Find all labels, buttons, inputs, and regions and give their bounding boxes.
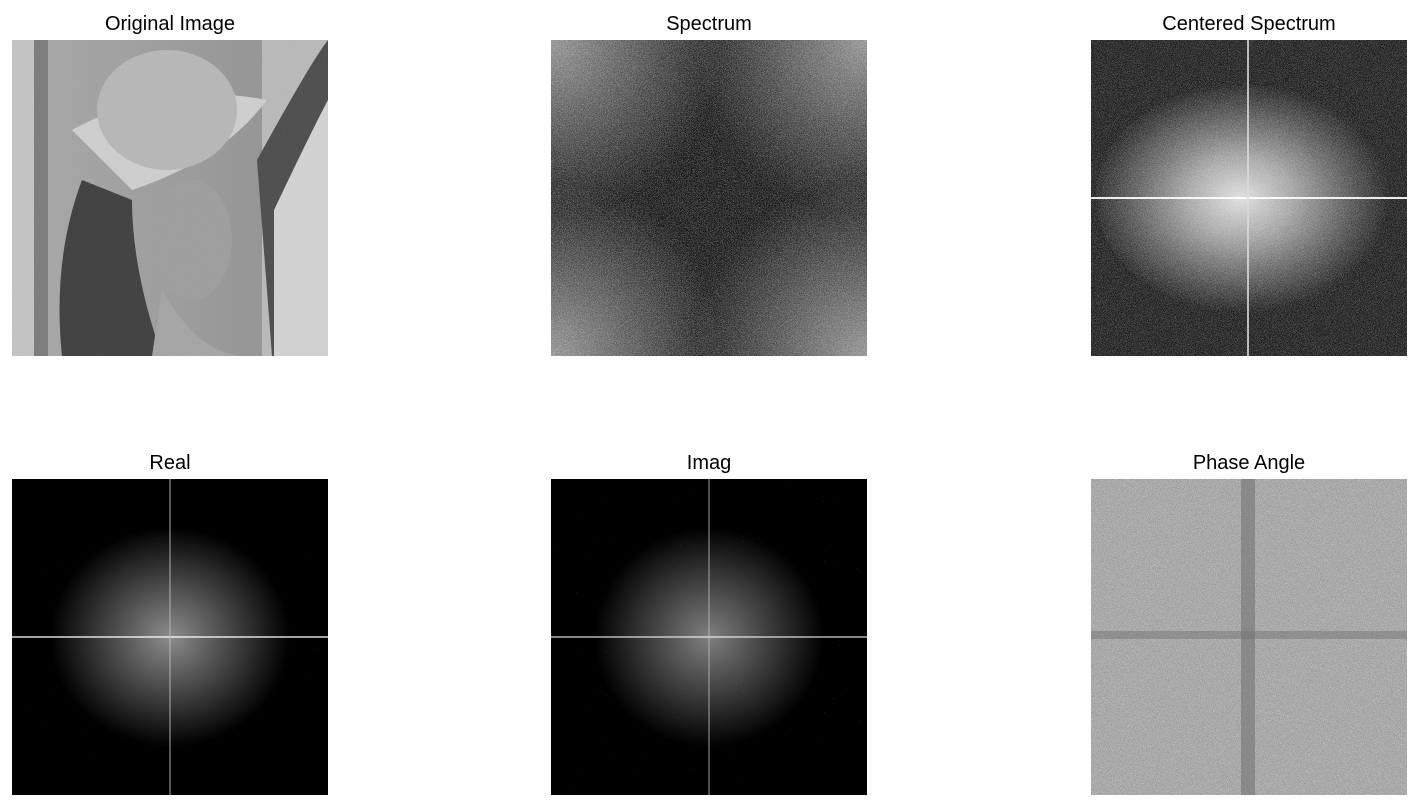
centered-spectrum-plot xyxy=(1091,40,1407,356)
imag-plot xyxy=(551,479,867,795)
panel-title: Original Image xyxy=(104,13,236,35)
spectrum-image xyxy=(551,40,867,356)
imag-image xyxy=(551,479,867,795)
portrait-image xyxy=(12,40,328,356)
panel-title: Imag xyxy=(686,452,732,474)
panel-title: Phase Angle xyxy=(1192,452,1306,474)
phase-angle-image xyxy=(1091,479,1407,795)
phase-angle-plot xyxy=(1091,479,1407,795)
real-image xyxy=(12,479,328,795)
centered-spectrum-image xyxy=(1091,40,1407,356)
real-plot xyxy=(12,479,328,795)
panel-title: Real xyxy=(149,452,191,474)
panel-title: Centered Spectrum xyxy=(1162,13,1336,35)
original-image xyxy=(12,40,328,356)
spectrum-plot xyxy=(551,40,867,356)
panel-title: Spectrum xyxy=(666,13,752,35)
